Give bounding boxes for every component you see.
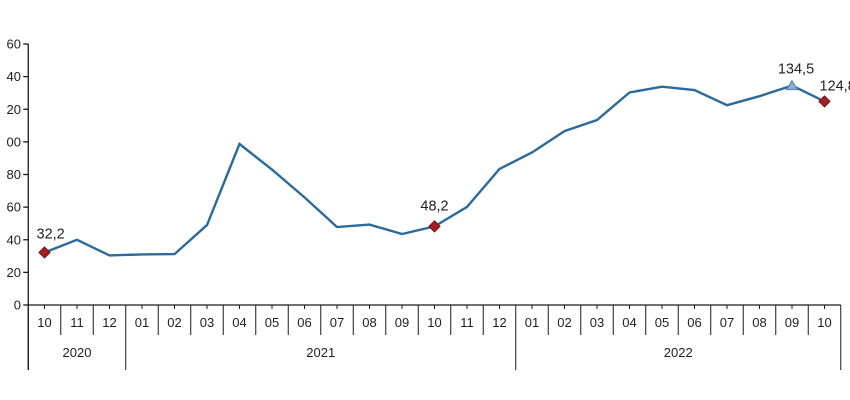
month-label: 02 [167,315,181,330]
month-label: 10 [427,315,441,330]
data-label: 134,5 [778,62,814,78]
month-label: 10 [817,315,831,330]
data-label: 32,2 [37,226,65,242]
month-label: 11 [70,315,84,330]
year-label: 2022 [664,345,693,360]
month-label: 04 [232,315,246,330]
month-label: 12 [102,315,116,330]
month-label: 01 [135,315,149,330]
month-label: 12 [492,315,506,330]
month-label: 08 [752,315,766,330]
month-label: 07 [720,315,734,330]
marker-diamond [38,246,51,259]
month-label: 05 [265,315,279,330]
data-label: 48,2 [420,198,448,214]
y-axis-tick-label: 40 [7,69,21,84]
marker-diamond [428,220,441,233]
month-label: 10 [37,315,51,330]
month-label: 06 [687,315,701,330]
y-axis-tick-label: 80 [7,167,21,182]
month-label: 02 [557,315,571,330]
month-label: 11 [460,315,474,330]
marker-diamond [818,95,831,108]
y-axis-tick-label: 20 [7,102,21,117]
month-label: 05 [655,315,669,330]
month-label: 03 [200,315,214,330]
y-axis-tick-label: 0 [14,298,21,313]
month-label: 01 [525,315,539,330]
month-label: 07 [330,315,344,330]
year-label: 2020 [63,345,92,360]
month-label: 04 [622,315,636,330]
y-axis-tick-label: 40 [7,232,21,247]
y-axis-tick-label: 60 [7,200,21,215]
y-axis-tick-label: 20 [7,265,21,280]
data-label: 124,8 [820,78,850,94]
month-label: 03 [590,315,604,330]
year-label: 2021 [306,345,335,360]
y-axis-tick-label: 60 [7,37,21,52]
y-axis-tick-label: 00 [7,134,21,149]
month-label: 09 [785,315,799,330]
month-label: 06 [297,315,311,330]
month-label: 09 [395,315,409,330]
marker-triangle [785,79,799,91]
month-label: 08 [362,315,376,330]
